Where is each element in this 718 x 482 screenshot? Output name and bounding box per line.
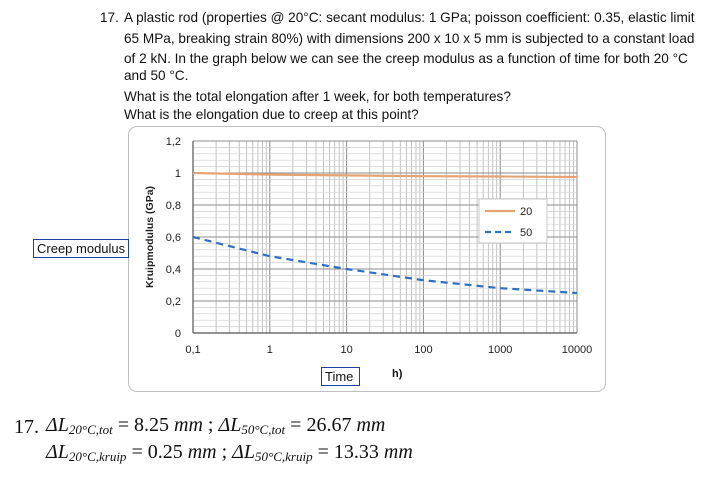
- legend-label: 20: [520, 206, 532, 218]
- x-tick-label: 0,1: [185, 344, 200, 356]
- creep-modulus-callout: Creep modulus: [33, 239, 130, 258]
- x-tick-label: 1000: [488, 344, 512, 356]
- unit: mm: [187, 441, 217, 463]
- subscript: 20°C,tot: [68, 422, 113, 437]
- question-line-6: What is the elongation due to creep at t…: [124, 107, 419, 122]
- x-tick-label: 1: [267, 344, 273, 356]
- legend-label: 50: [520, 227, 532, 239]
- y-axis-title: Kruipmodulus (GPa): [144, 186, 156, 288]
- y-tick-label: 0,4: [166, 264, 181, 276]
- y-tick-label: 0,8: [166, 200, 181, 212]
- x-tick-label: 10000: [562, 344, 593, 356]
- delta-l-symbol: ΔL: [46, 414, 69, 436]
- y-tick-label: 0,6: [166, 232, 181, 244]
- x-tick-label: 100: [414, 344, 432, 356]
- answer-line-creep: ΔL20°C,kruip = 0.25 mm ; ΔL50°C,kruip = …: [46, 441, 413, 465]
- y-tick-label: 1,2: [166, 136, 181, 148]
- x-tick-label: 10: [340, 344, 352, 356]
- unit: mm: [174, 414, 203, 436]
- unit: mm: [356, 414, 386, 436]
- separator: ;: [207, 414, 214, 436]
- legend-box: [478, 198, 548, 244]
- unit: mm: [383, 441, 413, 463]
- series-line-20: [192, 171, 578, 179]
- subscript: 50°C,kruip: [255, 449, 313, 464]
- question-line-3: of 2 kN. In the graph below we can see t…: [124, 51, 688, 66]
- value: = 26.67: [290, 414, 352, 436]
- value: = 8.25: [117, 414, 169, 436]
- subscript: 20°C,kruip: [68, 449, 127, 464]
- value: = 0.25: [131, 441, 183, 463]
- question-line-5: What is the total elongation after 1 wee…: [124, 89, 511, 104]
- chart-area: 0 0,2 0,4 0,6 0,8 1 1,2 0,1 1 10 100 1000 10000 Kruip…: [128, 126, 606, 392]
- delta-l-symbol: ΔL: [46, 441, 69, 463]
- question-line-2: 65 MPa, breaking strain 80%) with dimens…: [124, 31, 695, 46]
- time-callout: Time: [321, 367, 361, 386]
- answer-line-total: ΔL20°C,tot = 8.25 mm ; ΔL50°C,tot = 26.6…: [46, 414, 385, 438]
- subscript: 50°C,tot: [241, 422, 286, 437]
- question-line-4: and 50 °C.: [124, 68, 189, 83]
- question-line-1: A plastic rod (properties @ 20°C: secant…: [124, 10, 695, 25]
- question-number: 17.: [100, 10, 119, 25]
- value: = 13.33: [317, 441, 379, 463]
- series-line-50: [192, 235, 578, 295]
- time-unit-suffix: h): [392, 368, 403, 380]
- answer-number: 17.: [14, 416, 39, 438]
- y-tick-label: 1: [175, 168, 181, 180]
- y-tick-label: 0: [175, 328, 181, 340]
- separator: ;: [221, 441, 228, 463]
- y-tick-label: 0,2: [166, 296, 181, 308]
- creep-modulus-chart: 0 0,2 0,4 0,6 0,8 1 1,2 0,1 1 10 100 1000 10000 Kruip…: [144, 136, 593, 356]
- delta-l-symbol: ΔL: [232, 441, 256, 463]
- delta-l-symbol: ΔL: [218, 414, 242, 436]
